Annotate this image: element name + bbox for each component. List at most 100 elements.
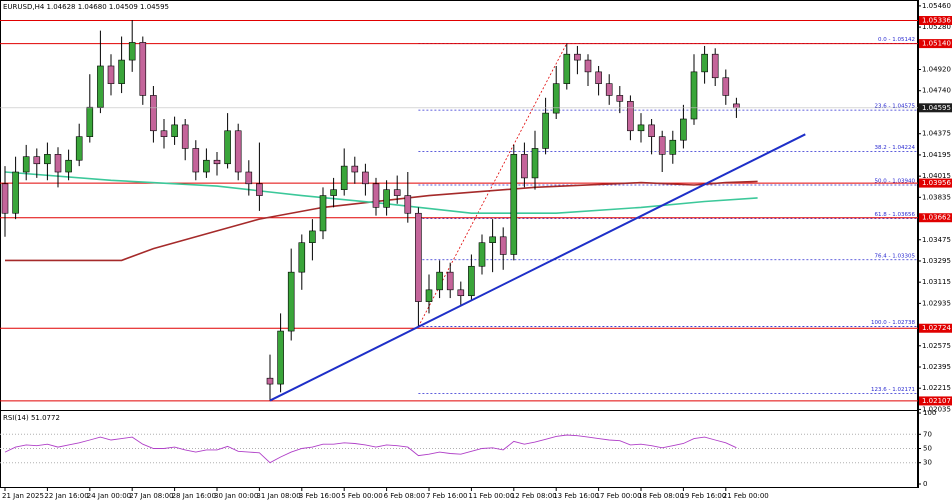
candle-body xyxy=(552,83,560,114)
candle-body xyxy=(701,53,708,73)
x-tick-label: 6 Feb 08:00 xyxy=(384,492,425,500)
candle-body xyxy=(457,289,465,297)
candle-body xyxy=(574,53,581,61)
candle-body xyxy=(446,271,454,291)
fib-swing xyxy=(418,43,568,327)
rsi-y-tick-label: 30 xyxy=(923,459,932,467)
candle-body xyxy=(605,83,613,96)
rsi-title: RSI(14) 51.0772 xyxy=(3,414,60,422)
candle-body xyxy=(54,154,62,173)
candle-body xyxy=(711,53,719,79)
candle-body xyxy=(287,271,295,332)
level-label: 1.05336 xyxy=(922,17,951,25)
x-tick-label: 17 Feb 00:00 xyxy=(596,492,642,500)
fib-label: 50.0 - 1.03940 xyxy=(875,178,916,184)
candle-body xyxy=(658,136,666,155)
y-tick-label: 1.02215 xyxy=(922,384,951,392)
candle-body xyxy=(468,265,475,297)
candle-body xyxy=(478,242,486,267)
candle-body xyxy=(309,230,316,244)
candle-body xyxy=(181,124,189,149)
candle-body xyxy=(160,130,168,137)
candle-body xyxy=(680,118,687,141)
candle-body xyxy=(12,171,19,214)
candle-body xyxy=(1,183,9,214)
candle-body xyxy=(33,156,41,165)
candle-body xyxy=(425,289,433,302)
candle-body xyxy=(65,159,72,173)
frame xyxy=(0,0,918,488)
candle-body xyxy=(637,124,645,132)
candle-body xyxy=(139,42,147,96)
y-tick-label: 1.04195 xyxy=(922,151,951,159)
candle-body xyxy=(171,124,178,137)
rsi-y-tick-label: 100 xyxy=(923,409,936,417)
level-label: 1.02724 xyxy=(922,324,951,332)
candle-body xyxy=(584,59,592,73)
x-tick-label: 7 Feb 16:00 xyxy=(426,492,467,500)
x-tick-label: 12 Feb 08:00 xyxy=(511,492,557,500)
candle-body xyxy=(22,156,30,173)
fib-label: 123.6 - 1.02171 xyxy=(871,387,915,393)
candle-body xyxy=(44,154,51,165)
rsi-y-tick-label: 50 xyxy=(923,445,932,453)
candle-body xyxy=(563,53,571,84)
candle-body xyxy=(75,136,83,161)
y-tick-label: 1.02035 xyxy=(922,405,951,413)
x-tick-label: 28 Jan 16:00 xyxy=(172,492,216,500)
candle-body xyxy=(97,65,104,108)
level-label-box xyxy=(919,178,952,188)
level-label: 1.02107 xyxy=(922,397,951,405)
candle-body xyxy=(298,242,306,273)
candle-body xyxy=(277,330,284,385)
candle-body xyxy=(340,165,348,190)
y-tick-label: 1.04375 xyxy=(922,130,951,138)
x-tick-label: 22 Jan 16:00 xyxy=(44,492,88,500)
x-tick-label: 18 Feb 08:00 xyxy=(638,492,684,500)
moving-average xyxy=(4,171,758,214)
fib-label: 38.2 - 1.04224 xyxy=(875,145,916,151)
level-label-box xyxy=(919,323,952,333)
x-tick-label: 30 Jan 00:00 xyxy=(214,492,258,500)
candle-body xyxy=(234,130,242,173)
x-tick-label: 11 Feb 00:00 xyxy=(468,492,514,500)
x-tick-label: 24 Jan 00:00 xyxy=(87,492,131,500)
candle-body xyxy=(245,171,253,185)
current-price-box xyxy=(919,103,952,113)
rsi-line xyxy=(4,434,737,464)
candle-body xyxy=(510,154,518,255)
level-label-box xyxy=(919,396,952,406)
y-tick-label: 1.02395 xyxy=(922,363,951,371)
x-tick-label: 21 Jan 2025 xyxy=(2,492,44,500)
candle-body xyxy=(489,236,496,244)
level-label-box xyxy=(919,39,952,49)
rsi-y-tick-label: 0 xyxy=(923,480,927,488)
fib-label: 23.6 - 1.04575 xyxy=(875,104,916,110)
candle-body xyxy=(722,77,730,96)
candle-body xyxy=(213,159,221,165)
candle-body xyxy=(150,95,157,132)
y-tick-label: 1.03295 xyxy=(922,257,951,265)
x-tick-label: 31 Jan 08:00 xyxy=(256,492,300,500)
y-tick-label: 1.03475 xyxy=(922,236,951,244)
x-tick-label: 27 Jan 08:00 xyxy=(129,492,173,500)
candle-body xyxy=(531,148,539,179)
x-tick-label: 5 Feb 00:00 xyxy=(341,492,382,500)
x-tick-label: 21 Feb 00:00 xyxy=(723,492,769,500)
y-tick-label: 1.03115 xyxy=(922,278,951,286)
candle-body xyxy=(330,189,337,196)
candle-body xyxy=(107,65,115,84)
chart-title: EURUSD,H4 1.04628 1.04680 1.04509 1.0459… xyxy=(3,3,169,11)
candle-body xyxy=(86,106,94,137)
candle-body xyxy=(542,112,549,149)
y-tick-label: 1.05460 xyxy=(922,2,951,10)
y-tick-label: 1.04740 xyxy=(922,87,951,95)
y-tick-label: 1.02575 xyxy=(922,342,951,350)
fib-label: 76.4 - 1.03305 xyxy=(875,253,916,259)
trendline xyxy=(269,133,806,402)
candle-body xyxy=(404,195,412,214)
level-label: 1.03662 xyxy=(922,214,951,222)
level-label-box xyxy=(919,213,952,223)
